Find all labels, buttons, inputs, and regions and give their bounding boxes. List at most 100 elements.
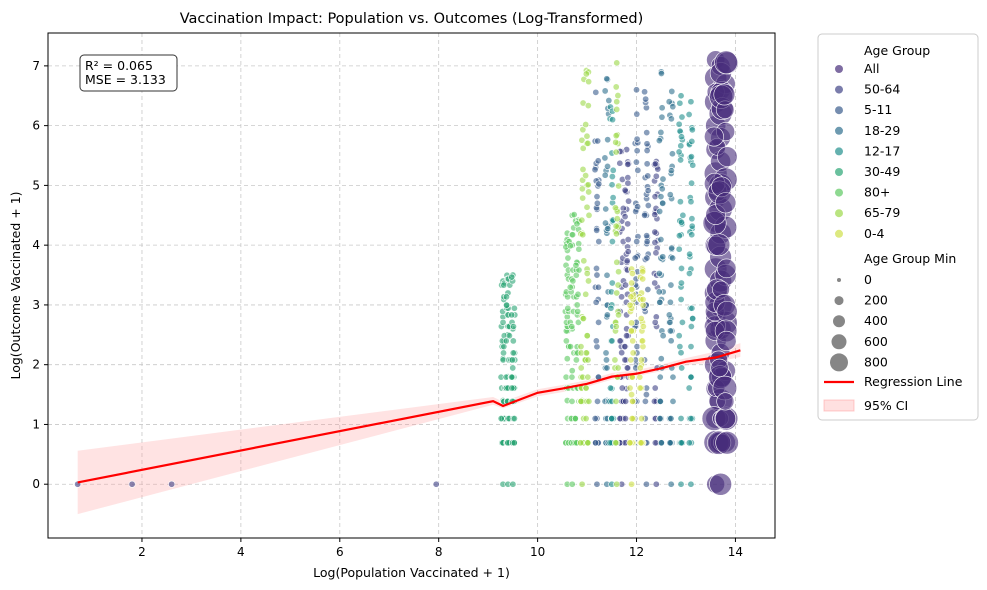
data-point	[633, 110, 641, 118]
data-point	[584, 439, 592, 447]
data-point	[603, 271, 611, 279]
data-point	[688, 231, 696, 239]
data-point	[677, 414, 685, 422]
data-point	[613, 215, 621, 223]
data-point	[615, 182, 623, 190]
data-point	[687, 98, 695, 106]
data-point	[563, 355, 571, 363]
data-point	[628, 279, 636, 287]
data-point	[715, 431, 739, 455]
data-point	[584, 139, 592, 147]
data-point	[716, 300, 738, 323]
data-point	[687, 373, 695, 381]
x-tick-label: 4	[237, 545, 245, 559]
data-point	[644, 285, 652, 293]
data-point	[657, 236, 665, 244]
data-point	[657, 193, 665, 201]
data-point	[633, 86, 641, 94]
data-point	[642, 95, 650, 103]
data-point	[677, 349, 685, 357]
data-point	[612, 230, 620, 238]
data-point	[624, 179, 632, 187]
data-point	[687, 153, 695, 161]
legend-marker	[835, 106, 843, 115]
data-point	[505, 332, 513, 340]
data-point	[499, 318, 507, 326]
x-tick-label: 6	[336, 545, 344, 559]
data-point	[608, 238, 616, 246]
legend-ci-marker	[823, 399, 855, 412]
data-point	[651, 160, 659, 168]
data-point	[624, 160, 632, 168]
data-point	[651, 279, 659, 287]
data-point	[656, 397, 664, 405]
y-tick-label: 7	[32, 59, 40, 73]
data-point	[562, 337, 570, 345]
data-point	[642, 480, 650, 488]
data-point	[584, 356, 592, 364]
data-point	[582, 70, 590, 78]
series-18-29	[601, 68, 677, 488]
data-point	[688, 179, 696, 187]
legend-size-marker	[834, 296, 844, 306]
data-point	[678, 318, 686, 326]
data-point	[616, 159, 624, 167]
data-point	[603, 311, 611, 319]
legend-size-title: Age Group Min	[864, 251, 956, 266]
data-point	[608, 415, 616, 423]
data-point	[607, 304, 615, 312]
data-point	[656, 207, 664, 215]
data-point	[677, 279, 685, 287]
data-point	[627, 293, 635, 301]
data-point	[621, 415, 629, 423]
data-point	[566, 242, 574, 250]
data-point	[636, 364, 644, 372]
data-point	[679, 211, 687, 219]
data-point	[621, 343, 629, 351]
data-point	[572, 261, 580, 269]
data-point	[675, 232, 683, 240]
data-point	[614, 364, 622, 372]
stats-box	[79, 54, 178, 92]
data-point	[687, 198, 695, 206]
data-point	[643, 254, 651, 262]
data-point	[688, 304, 696, 312]
data-point	[611, 356, 619, 364]
data-point	[574, 307, 582, 315]
data-point	[569, 231, 577, 239]
data-point	[612, 132, 620, 140]
data-point	[613, 98, 621, 106]
data-point	[676, 99, 684, 107]
data-point	[564, 304, 572, 312]
data-point	[583, 332, 591, 340]
data-point	[651, 193, 659, 201]
data-point	[622, 281, 630, 289]
data-point	[716, 392, 735, 411]
data-point	[626, 301, 634, 309]
y-tick-label: 6	[32, 119, 40, 133]
data-point	[510, 415, 518, 423]
data-point	[592, 298, 600, 306]
data-point	[579, 315, 587, 323]
data-point	[562, 373, 570, 381]
data-point	[677, 480, 685, 488]
data-point	[593, 226, 601, 234]
legend-marker	[835, 147, 843, 156]
y-tick-label: 1	[32, 417, 40, 431]
data-point	[639, 295, 647, 303]
data-point	[628, 269, 636, 277]
data-point	[659, 253, 667, 261]
data-point	[612, 322, 620, 330]
data-point	[666, 327, 674, 335]
data-point	[603, 364, 611, 372]
data-point	[688, 126, 696, 134]
data-point	[595, 238, 603, 246]
data-point	[500, 281, 508, 289]
data-point	[675, 245, 683, 253]
data-point	[676, 343, 684, 351]
data-point	[604, 162, 612, 170]
data-point	[658, 113, 666, 121]
legend-marker	[835, 126, 843, 135]
data-point	[626, 439, 634, 447]
data-point	[628, 391, 636, 399]
